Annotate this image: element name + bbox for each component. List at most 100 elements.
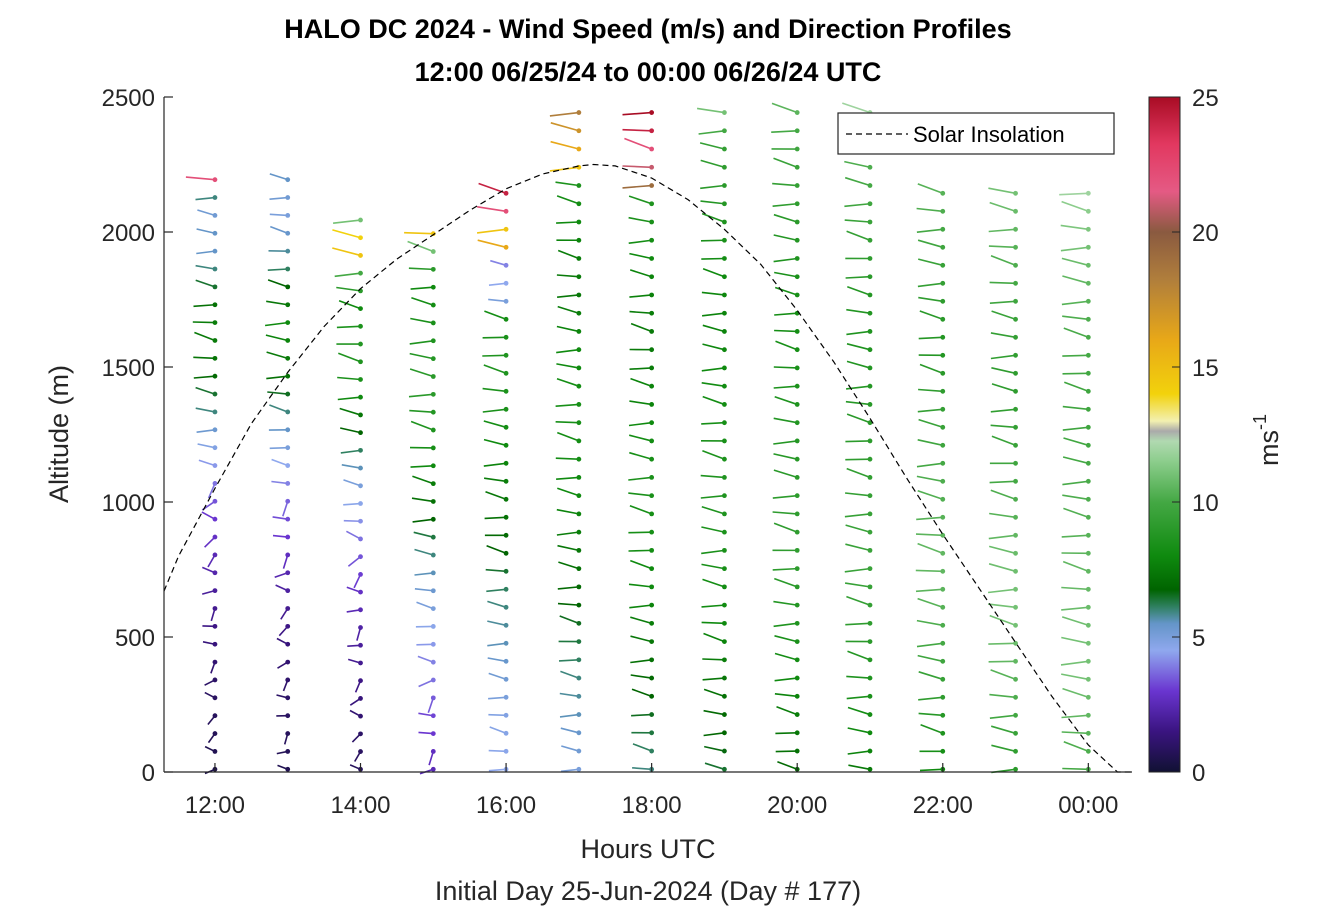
- wind-barb: [560, 768, 579, 773]
- wind-barb-dot: [430, 249, 436, 254]
- wind-barb: [409, 368, 434, 378]
- wind-barb: [488, 672, 507, 681]
- wind-barb: [846, 695, 871, 700]
- legend-entry-solar-insolation: Solar Insolation: [913, 122, 1065, 147]
- wind-barb-dot: [794, 639, 800, 644]
- wind-barb-dot: [285, 195, 291, 200]
- wind-barb-dot: [576, 657, 582, 663]
- wind-barb: [332, 247, 361, 257]
- wind-barb-dot: [940, 424, 946, 430]
- wind-barb: [1063, 437, 1089, 447]
- wind-barb-dot: [649, 456, 655, 462]
- wind-barb-dot: [722, 493, 727, 499]
- wind-barb: [916, 228, 943, 233]
- wind-barb: [336, 325, 361, 329]
- wind-barb-dot: [1085, 460, 1091, 466]
- wind-barb-dot: [867, 256, 873, 261]
- wind-barb: [844, 219, 871, 223]
- wind-barb-dot: [212, 534, 218, 540]
- wind-barb: [557, 431, 580, 442]
- wind-barb-dot: [1085, 622, 1091, 628]
- wind-barb: [339, 407, 361, 416]
- wind-barb: [701, 212, 725, 223]
- wind-barb: [555, 181, 579, 187]
- wind-barb-dot: [503, 190, 509, 196]
- wind-barb-dot: [430, 445, 436, 451]
- wind-barb-dot: [722, 547, 727, 553]
- wind-barb: [701, 382, 725, 387]
- wind-barb: [630, 659, 652, 664]
- wind-barb-dot: [722, 183, 727, 188]
- wind-barb: [916, 462, 943, 468]
- wind-barb: [845, 524, 871, 533]
- wind-barb-dot: [285, 284, 291, 290]
- wind-barb: [630, 559, 652, 570]
- wind-barb-dot: [430, 731, 436, 736]
- chart-subtitle: 12:00 06/25/24 to 00:00 06/26/24 UTC: [415, 57, 882, 87]
- wind-barb: [201, 511, 216, 520]
- wind-barb-dot: [503, 352, 509, 358]
- wind-barb: [702, 578, 725, 588]
- wind-barb: [848, 764, 871, 771]
- wind-barb-dot: [940, 244, 946, 250]
- colorbar-tick-label: 0: [1192, 760, 1205, 787]
- wind-barb-dot: [867, 292, 873, 298]
- wind-barb-dot: [503, 496, 509, 502]
- wind-barb-dot: [940, 460, 946, 466]
- wind-barb-dot: [940, 478, 946, 484]
- wind-barb: [919, 768, 943, 772]
- wind-barb-dot: [358, 235, 363, 241]
- wind-barb-dot: [503, 316, 509, 322]
- wind-barb: [989, 693, 1016, 699]
- wind-barb-dot: [1085, 298, 1091, 304]
- wind-barb-dot: [940, 226, 946, 232]
- wind-barb: [771, 102, 798, 114]
- wind-barb: [847, 650, 871, 661]
- wind-barb-dot: [722, 602, 727, 608]
- wind-barb-dot: [649, 146, 655, 152]
- wind-barb-dot: [576, 511, 582, 517]
- wind-barb: [418, 712, 434, 717]
- wind-barb-dot: [1013, 460, 1018, 466]
- wind-barb-dot: [212, 695, 218, 701]
- wind-barb-dot: [212, 427, 218, 433]
- wind-barb: [1061, 731, 1089, 735]
- colorbar-gradient: [1148, 96, 1181, 773]
- wind-barb: [773, 257, 798, 263]
- wind-barb-dot: [576, 201, 582, 207]
- wind-barb-dot: [358, 731, 363, 737]
- wind-barb-dot: [867, 201, 873, 207]
- wind-barb: [484, 516, 507, 520]
- wind-barb-dot: [358, 713, 363, 719]
- wind-barb: [556, 325, 580, 333]
- wind-barb-dot: [794, 292, 800, 298]
- wind-barb-dot: [1013, 298, 1018, 304]
- wind-barb: [557, 586, 579, 590]
- wind-barb: [701, 291, 725, 296]
- wind-barb: [487, 600, 507, 609]
- wind-barb: [775, 750, 798, 753]
- wind-barb: [282, 501, 289, 517]
- wind-barb: [1062, 405, 1089, 411]
- wind-barb: [774, 312, 798, 316]
- wind-barb-dot: [722, 620, 727, 626]
- wind-barb: [844, 202, 871, 208]
- wind-barb: [846, 343, 871, 351]
- wind-barb: [477, 228, 507, 234]
- wind-barb-dot: [576, 639, 582, 644]
- wind-barb-dot: [503, 658, 509, 664]
- wind-barb: [1062, 456, 1089, 465]
- wind-barb-dot: [1085, 424, 1091, 430]
- wind-barb-dot: [358, 430, 363, 436]
- wind-barb-dot: [1085, 262, 1091, 268]
- wind-barb-dot: [1085, 208, 1091, 214]
- wind-barb-dot: [867, 164, 873, 170]
- wind-barb-dot: [212, 606, 218, 611]
- wind-barb: [1061, 586, 1089, 591]
- wind-barb-dot: [358, 571, 363, 577]
- wind-barb-dot: [212, 713, 218, 719]
- wind-barb: [557, 294, 579, 298]
- wind-barb: [775, 340, 798, 351]
- wind-barb: [988, 642, 1016, 645]
- wind-barb-dot: [1013, 748, 1018, 754]
